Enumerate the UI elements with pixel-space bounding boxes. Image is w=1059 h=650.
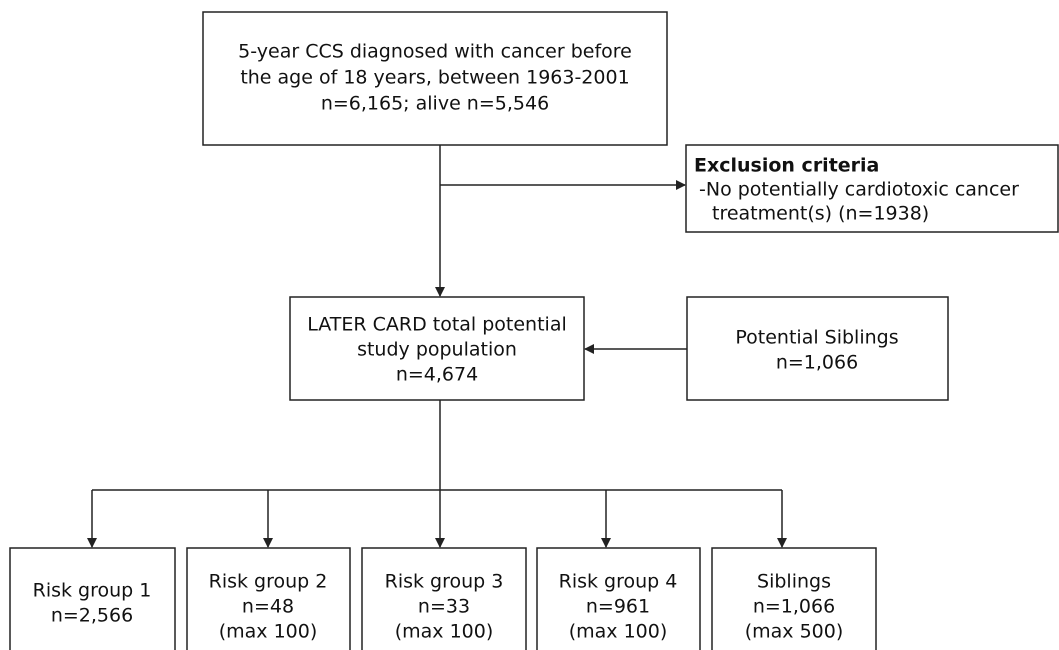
box xyxy=(686,296,949,401)
box-text: (max 100) xyxy=(569,621,668,643)
box xyxy=(9,547,176,650)
siblings-box: Potential Siblings n=1,066 xyxy=(686,296,949,401)
box-text: (max 100) xyxy=(395,621,494,643)
box-text: Risk group 3 xyxy=(385,571,504,593)
box-text: n=1,066 xyxy=(776,352,858,374)
box xyxy=(361,547,527,650)
group-box: Risk group 3 n=33 (max 100) xyxy=(361,547,527,650)
box-text: n=33 xyxy=(418,596,470,618)
box-text: study population xyxy=(357,339,517,361)
box-title: Exclusion criteria xyxy=(694,155,879,177)
box-text: treatment(s) (n=1938) xyxy=(712,203,929,225)
box xyxy=(289,296,585,401)
box xyxy=(711,547,877,650)
box-text: 5-year CCS diagnosed with cancer before xyxy=(238,41,632,63)
box-text: n=1,066 xyxy=(753,596,835,618)
group-box: Risk group 4 n=961 (max 100) xyxy=(536,547,701,650)
group-box: Risk group 1 n=2,566 xyxy=(9,547,176,650)
box-text: (max 100) xyxy=(219,621,318,643)
box-text: n=961 xyxy=(586,596,650,618)
source-box: 5-year CCS diagnosed with cancer before … xyxy=(202,11,668,146)
group-box: Siblings n=1,066 (max 500) xyxy=(711,547,877,650)
box xyxy=(202,11,668,146)
box xyxy=(685,144,1059,233)
box-text: -No potentially cardiotoxic cancer xyxy=(699,179,1019,201)
connectors xyxy=(87,145,787,548)
box-text: the age of 18 years, between 1963-2001 xyxy=(240,67,629,89)
box-text: n=2,566 xyxy=(51,605,133,627)
box-text: n=4,674 xyxy=(396,364,478,386)
box-text: n=6,165; alive n=5,546 xyxy=(321,93,549,115)
box-text: Siblings xyxy=(757,571,831,593)
box-text: Risk group 4 xyxy=(559,571,678,593)
box-text: Potential Siblings xyxy=(735,327,898,349)
box-text: n=48 xyxy=(242,596,294,618)
box xyxy=(186,547,351,650)
exclusion-box: Exclusion criteria -No potentially cardi… xyxy=(685,144,1059,233)
population-box: LATER CARD total potential study populat… xyxy=(289,296,585,401)
box xyxy=(536,547,701,650)
box-text: LATER CARD total potential xyxy=(307,314,567,336)
box-text: Risk group 2 xyxy=(209,571,328,593)
box-text: Risk group 1 xyxy=(33,580,152,602)
box-text: (max 500) xyxy=(745,621,844,643)
group-box: Risk group 2 n=48 (max 100) xyxy=(186,547,351,650)
